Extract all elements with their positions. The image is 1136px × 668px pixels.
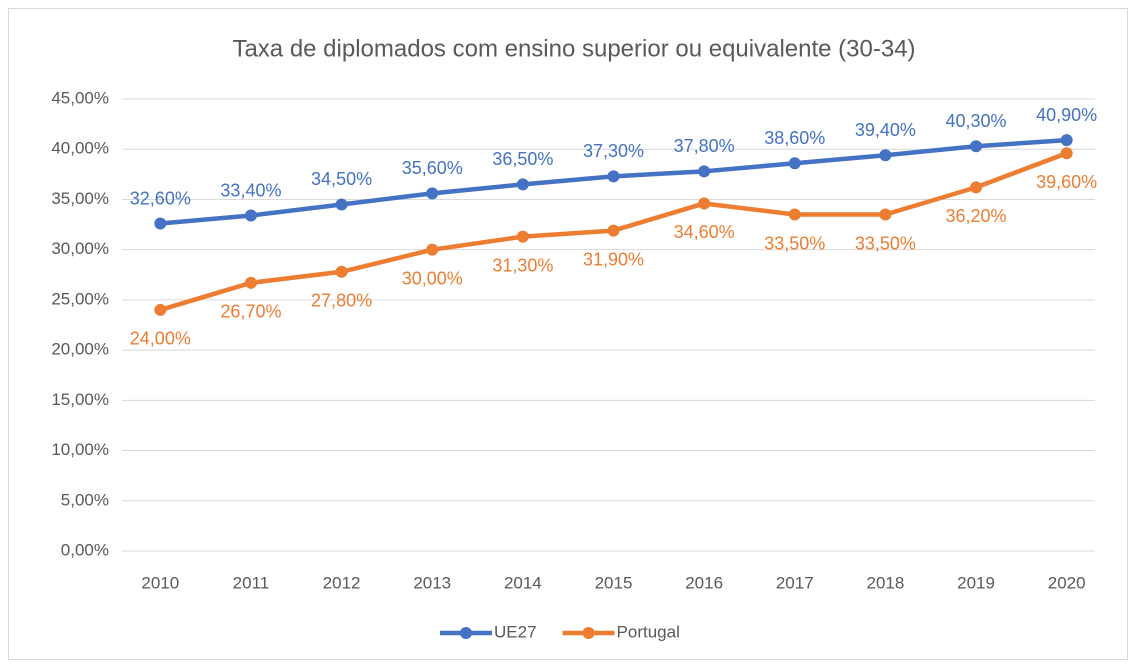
data-point xyxy=(426,187,439,200)
data-label: 36,50% xyxy=(492,149,553,169)
data-label: 33,50% xyxy=(764,233,825,253)
x-tick-label: 2017 xyxy=(776,573,814,592)
legend-marker xyxy=(582,627,595,639)
data-point xyxy=(335,198,348,211)
y-tick-label: 5,00% xyxy=(61,490,109,509)
data-point xyxy=(607,170,620,183)
x-tick-label: 2016 xyxy=(685,573,723,592)
y-tick-label: 40,00% xyxy=(51,139,109,158)
y-tick-label: 30,00% xyxy=(51,239,109,258)
x-tick-label: 2013 xyxy=(413,573,451,592)
y-tick-label: 20,00% xyxy=(51,340,109,359)
data-label: 26,70% xyxy=(220,302,281,322)
data-label: 39,60% xyxy=(1036,172,1097,192)
data-label: 37,30% xyxy=(583,141,644,161)
data-point xyxy=(516,230,529,243)
x-tick-label: 2014 xyxy=(504,573,542,592)
data-label: 34,50% xyxy=(311,169,372,189)
data-point xyxy=(244,276,257,289)
x-tick-label: 2019 xyxy=(957,573,995,592)
data-label: 40,90% xyxy=(1036,105,1097,125)
data-point xyxy=(788,208,801,221)
x-tick-label: 2011 xyxy=(233,573,270,592)
data-point xyxy=(154,303,167,316)
x-tick-label: 2010 xyxy=(141,573,179,592)
data-label: 24,00% xyxy=(130,329,191,349)
data-point xyxy=(516,178,529,191)
data-point xyxy=(426,243,439,256)
data-label: 33,50% xyxy=(855,233,916,253)
chart-title: Taxa de diplomados com ensino superior o… xyxy=(232,35,915,62)
data-point xyxy=(244,209,257,222)
y-tick-label: 15,00% xyxy=(51,390,109,409)
data-point xyxy=(698,165,711,178)
legend-marker xyxy=(460,627,472,639)
data-label: 39,40% xyxy=(855,120,916,140)
data-point xyxy=(879,208,892,221)
data-label: 40,30% xyxy=(946,111,1007,131)
data-label: 31,90% xyxy=(583,249,644,269)
data-label: 34,60% xyxy=(674,222,735,242)
data-point xyxy=(335,265,348,278)
y-tick-label: 35,00% xyxy=(51,189,109,208)
data-point xyxy=(607,224,620,237)
data-label: 33,40% xyxy=(220,180,281,200)
data-point xyxy=(970,181,983,194)
legend-label: Portugal xyxy=(617,622,680,641)
x-tick-label: 2015 xyxy=(595,573,633,592)
data-point xyxy=(879,149,892,162)
legend-label: UE27 xyxy=(494,622,537,641)
data-point xyxy=(970,140,983,153)
y-tick-label: 25,00% xyxy=(51,289,109,308)
x-tick-label: 2012 xyxy=(323,573,361,592)
x-tick-label: 2018 xyxy=(866,573,904,592)
data-label: 27,80% xyxy=(311,291,372,311)
data-point xyxy=(698,197,711,210)
data-label: 31,30% xyxy=(492,255,553,275)
data-point xyxy=(1060,134,1073,147)
y-tick-label: 0,00% xyxy=(61,540,109,559)
data-point xyxy=(788,157,801,170)
data-label: 30,00% xyxy=(402,268,463,288)
data-point xyxy=(154,217,167,230)
y-tick-label: 10,00% xyxy=(51,440,109,459)
y-tick-label: 45,00% xyxy=(51,88,109,107)
data-label: 35,60% xyxy=(402,158,463,178)
data-label: 32,60% xyxy=(130,188,191,208)
data-point xyxy=(1060,147,1073,160)
data-label: 38,60% xyxy=(764,128,825,148)
x-tick-label: 2020 xyxy=(1048,573,1086,592)
data-label: 37,80% xyxy=(674,136,735,156)
data-label: 36,20% xyxy=(946,206,1007,226)
